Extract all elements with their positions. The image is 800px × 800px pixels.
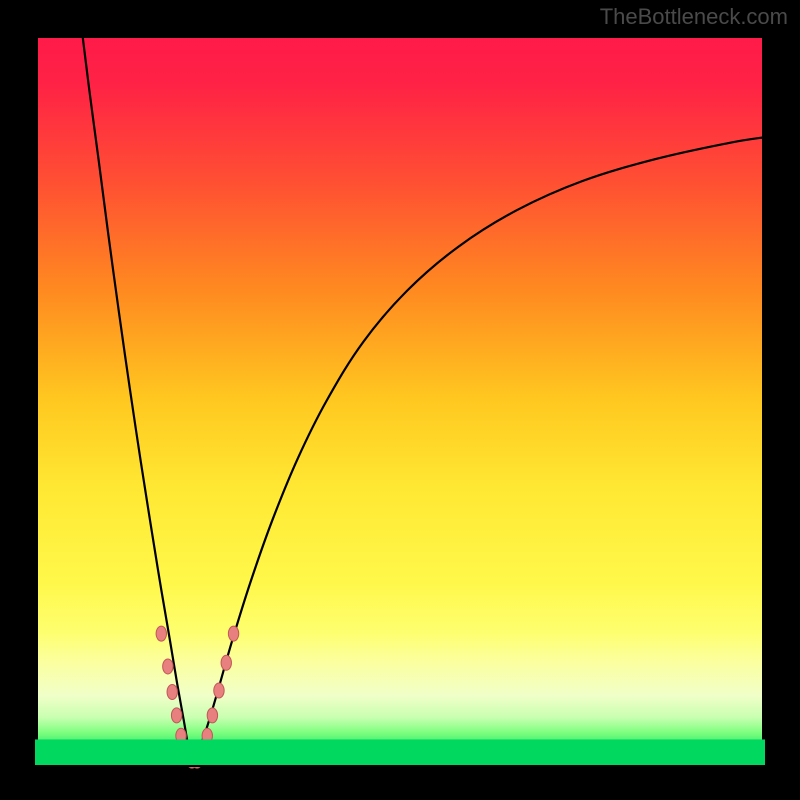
chart-svg	[0, 0, 800, 800]
bottom-green-band	[35, 739, 765, 765]
data-marker	[214, 683, 224, 698]
gradient-background	[35, 35, 765, 765]
bottleneck-chart: TheBottleneck.com	[0, 0, 800, 800]
data-marker	[207, 708, 217, 723]
data-marker	[156, 626, 166, 641]
data-marker	[221, 655, 231, 670]
data-marker	[228, 626, 238, 641]
data-marker	[171, 708, 181, 723]
data-marker	[163, 659, 173, 674]
data-marker	[167, 685, 177, 700]
